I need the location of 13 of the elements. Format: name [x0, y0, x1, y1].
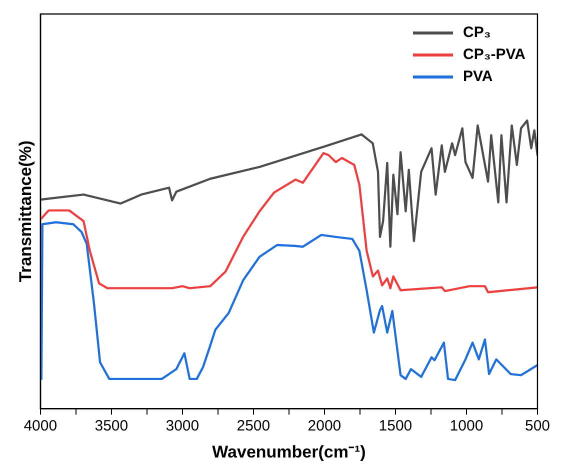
x-tick-label: 3000: [166, 418, 200, 435]
legend-label: CP₃: [462, 24, 491, 42]
x-tick-label: 500: [524, 418, 550, 435]
x-tick-label: 1500: [378, 418, 412, 435]
legend-label: PVA: [462, 68, 493, 86]
y-axis-title: Transmittance(%): [16, 140, 35, 282]
x-tick-label: 2500: [236, 418, 270, 435]
x-tick-label: 3500: [94, 418, 128, 435]
x-tick-label: 2000: [308, 418, 342, 435]
x-tick-label: 4000: [24, 418, 58, 435]
legend-label: CP₃-PVA: [462, 46, 526, 64]
x-axis-title: Wavenumber(cm⁻¹): [212, 442, 366, 462]
x-tick-label: 1000: [450, 418, 484, 435]
